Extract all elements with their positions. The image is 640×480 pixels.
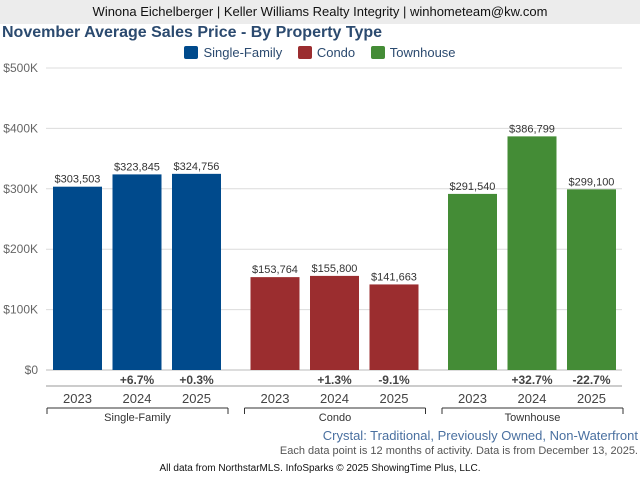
y-tick-label: $500K — [3, 61, 38, 75]
change-label: +6.7% — [120, 373, 155, 387]
bar-single-family-2025 — [172, 173, 221, 370]
group-bracket — [441, 407, 624, 414]
group-bracket — [244, 407, 426, 414]
x-tick-label: 2024 — [518, 391, 547, 406]
bar-condo-2025 — [369, 284, 419, 370]
change-label: +1.3% — [317, 373, 352, 387]
data-label: $299,100 — [569, 176, 615, 188]
bar-single-family-2023 — [53, 186, 102, 370]
bar-townhouse-2024 — [507, 136, 557, 370]
change-label: +0.3% — [179, 373, 214, 387]
bar-townhouse-2023 — [448, 193, 497, 370]
bar-condo-2024 — [310, 275, 359, 370]
data-label: $155,800 — [312, 263, 358, 275]
data-label: $386,799 — [509, 123, 555, 135]
x-tick-label: 2023 — [458, 391, 487, 406]
y-tick-label: $0 — [25, 363, 39, 377]
y-tick-label: $300K — [3, 182, 38, 196]
bar-townhouse-2025 — [567, 189, 616, 370]
data-label: $153,764 — [252, 264, 298, 276]
chart-title: November Average Sales Price - By Proper… — [2, 24, 383, 41]
legend-label: Condo — [316, 45, 356, 60]
change-label: +32.7% — [511, 373, 552, 387]
legend-swatch — [184, 46, 199, 59]
data-label: $303,503 — [55, 174, 101, 186]
y-tick-label: $100K — [3, 303, 38, 317]
legend-label: Single-Family — [203, 45, 283, 60]
legend: Single-Family Condo Townhouse — [0, 45, 640, 60]
x-tick-label: 2024 — [320, 391, 349, 406]
group-label: Single-Family — [104, 412, 171, 424]
legend-item-condo[interactable]: Condo — [297, 45, 356, 60]
data-label: $291,540 — [450, 181, 496, 193]
x-tick-label: 2025 — [182, 391, 211, 406]
group-bracket — [46, 407, 229, 414]
y-tick-label: $200K — [3, 242, 38, 256]
legend-item-townhouse[interactable]: Townhouse — [370, 45, 456, 60]
x-tick-label: 2023 — [261, 391, 290, 406]
credit: All data from NorthstarMLS. InfoSparks ©… — [159, 463, 481, 474]
legend-swatch — [370, 46, 385, 59]
data-note: Each data point is 12 months of activity… — [279, 445, 638, 457]
x-tick-label: 2025 — [380, 391, 409, 406]
bar-condo-2023 — [250, 277, 300, 370]
change-label: -22.7% — [572, 373, 610, 387]
data-label: $323,845 — [114, 161, 160, 173]
bar-single-family-2024 — [112, 174, 162, 370]
agent-header: Winona Eichelberger | Keller Williams Re… — [0, 0, 640, 24]
y-tick-label: $400K — [3, 121, 38, 135]
x-tick-label: 2023 — [63, 391, 92, 406]
filter-subtitle: Crystal: Traditional, Previously Owned, … — [322, 428, 638, 443]
x-tick-label: 2025 — [577, 391, 606, 406]
group-label: Townhouse — [505, 412, 561, 424]
data-label: $324,756 — [174, 161, 220, 173]
change-label: -9.1% — [378, 373, 410, 387]
legend-swatch — [297, 46, 312, 59]
legend-item-single-family[interactable]: Single-Family — [184, 45, 282, 60]
legend-label: Townhouse — [389, 45, 456, 60]
x-tick-label: 2024 — [123, 391, 152, 406]
group-label: Condo — [319, 412, 351, 424]
data-label: $141,663 — [371, 271, 417, 283]
